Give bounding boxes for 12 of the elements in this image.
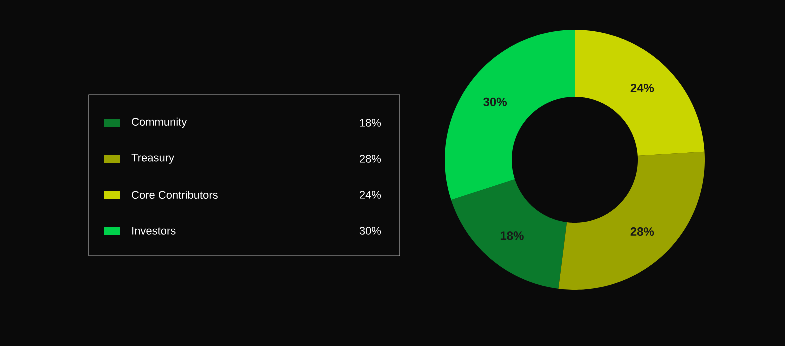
data-label: 30%: [484, 98, 507, 106]
data-label: 24%: [630, 84, 654, 92]
legend-label: Core Contributors: [132, 190, 218, 200]
data-label: 28%: [630, 228, 654, 236]
text: 30%: [360, 227, 382, 235]
text: 24%: [360, 191, 382, 199]
data-label: 18%: [500, 232, 524, 240]
legend-label: Treasury: [132, 154, 174, 164]
legend-label: Community: [132, 118, 188, 128]
text: 18%: [360, 119, 382, 127]
legend-label: Investors: [132, 227, 176, 235]
text: 28%: [360, 155, 382, 163]
